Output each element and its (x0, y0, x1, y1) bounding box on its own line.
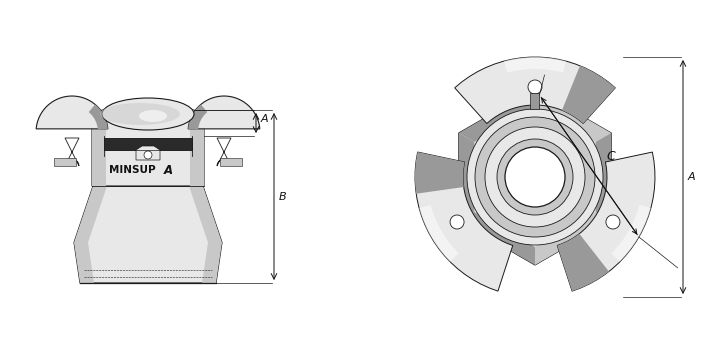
Polygon shape (459, 89, 535, 142)
Polygon shape (104, 138, 192, 150)
Polygon shape (562, 66, 616, 123)
Text: C: C (607, 149, 616, 162)
Circle shape (606, 215, 620, 229)
Polygon shape (557, 234, 609, 291)
Polygon shape (188, 96, 260, 129)
Circle shape (528, 80, 542, 94)
Circle shape (505, 147, 565, 207)
Polygon shape (557, 152, 655, 291)
Polygon shape (595, 133, 611, 221)
Text: B: B (279, 192, 287, 202)
Polygon shape (136, 146, 160, 160)
Polygon shape (54, 158, 76, 166)
Circle shape (144, 151, 152, 159)
Polygon shape (535, 89, 611, 142)
Polygon shape (531, 93, 539, 109)
Polygon shape (74, 186, 107, 283)
Polygon shape (189, 186, 222, 283)
Polygon shape (220, 158, 242, 166)
Polygon shape (74, 186, 222, 283)
Polygon shape (184, 110, 204, 186)
Polygon shape (419, 205, 459, 262)
Polygon shape (459, 212, 535, 265)
Circle shape (450, 215, 464, 229)
Polygon shape (504, 57, 566, 73)
Ellipse shape (139, 110, 167, 122)
Polygon shape (217, 138, 231, 166)
Polygon shape (455, 57, 616, 123)
Polygon shape (36, 96, 108, 129)
Polygon shape (188, 104, 207, 130)
Circle shape (467, 109, 603, 245)
Polygon shape (535, 212, 611, 265)
Text: A: A (163, 163, 173, 176)
Circle shape (475, 117, 595, 237)
Circle shape (509, 151, 561, 203)
Text: MINSUP: MINSUP (109, 165, 156, 175)
Circle shape (485, 127, 585, 227)
Polygon shape (459, 89, 611, 265)
Circle shape (497, 139, 573, 215)
Text: A: A (688, 172, 696, 182)
Polygon shape (92, 110, 204, 186)
Polygon shape (459, 133, 474, 221)
Polygon shape (89, 104, 108, 130)
Polygon shape (415, 152, 513, 291)
Polygon shape (415, 152, 464, 194)
Ellipse shape (100, 103, 180, 125)
Ellipse shape (102, 98, 194, 130)
Text: A: A (261, 114, 269, 124)
Polygon shape (65, 138, 79, 166)
Polygon shape (92, 110, 112, 186)
Polygon shape (611, 205, 651, 262)
